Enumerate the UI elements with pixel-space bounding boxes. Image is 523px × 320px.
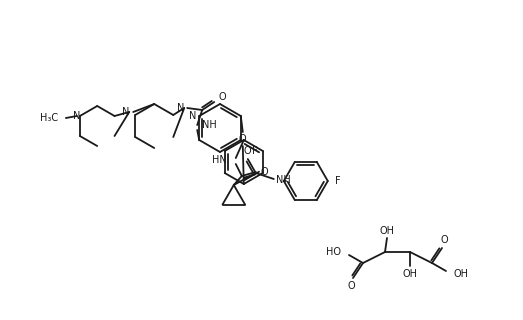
Text: O: O <box>261 167 268 177</box>
Text: O: O <box>244 146 252 156</box>
Text: NH: NH <box>202 120 217 130</box>
Text: O: O <box>347 281 355 291</box>
Text: N: N <box>177 103 184 113</box>
Text: N: N <box>73 111 80 121</box>
Text: N: N <box>122 107 129 117</box>
Text: O: O <box>440 235 448 245</box>
Text: F: F <box>335 176 340 186</box>
Text: HO: HO <box>326 247 341 257</box>
Text: N: N <box>189 111 196 121</box>
Text: O: O <box>239 134 247 144</box>
Text: NH: NH <box>276 175 291 185</box>
Text: H₃C: H₃C <box>40 113 58 123</box>
Text: OH: OH <box>380 226 394 236</box>
Text: O: O <box>218 92 226 102</box>
Text: OH: OH <box>454 269 469 279</box>
Text: OH: OH <box>403 269 417 279</box>
Text: F: F <box>252 146 258 156</box>
Text: HN: HN <box>212 155 227 165</box>
